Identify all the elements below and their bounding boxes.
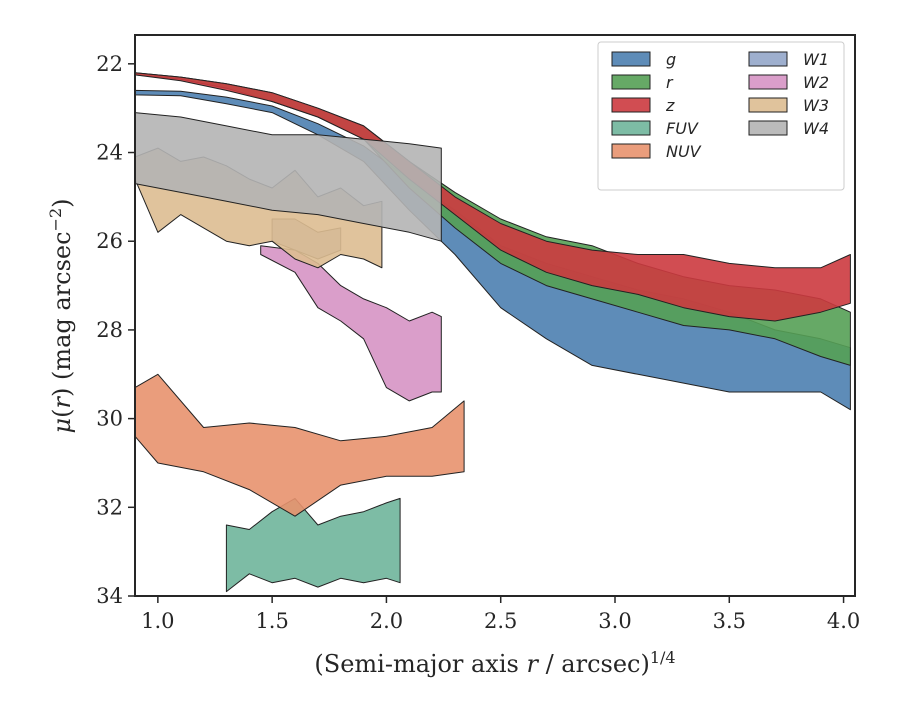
x-tick-label: 1.0 bbox=[141, 609, 174, 633]
x-tick-label: 2.0 bbox=[370, 609, 403, 633]
y-tick-label: 26 bbox=[96, 229, 123, 253]
legend-swatch-z bbox=[611, 97, 651, 113]
y-axis-title: μ(r) (mag arcsec−2) bbox=[46, 198, 76, 433]
y-tick-label: 30 bbox=[96, 407, 123, 431]
series-layer bbox=[134, 72, 851, 593]
x-tick-label: 3.0 bbox=[598, 609, 631, 633]
plot-frame bbox=[134, 34, 856, 597]
x-axis-title: (Semi-major axis r / arcsec)1/4 bbox=[314, 648, 675, 678]
legend-swatch-fuv bbox=[611, 120, 651, 136]
legend-label-w2: W2 bbox=[803, 73, 829, 92]
legend-label-g: g bbox=[666, 50, 676, 69]
y-tick-label: 28 bbox=[96, 318, 123, 342]
legend-swatch-w4 bbox=[748, 120, 788, 136]
legend-items: grz FUV NUV W1 W2 W3 W4 bbox=[611, 50, 829, 161]
series-band-w2 bbox=[260, 245, 442, 402]
series-band-nuv bbox=[134, 373, 465, 517]
legend-swatch-w2 bbox=[748, 74, 788, 90]
legend-swatch-w3 bbox=[748, 97, 788, 113]
series-band-w4 bbox=[134, 112, 442, 242]
legend-label-fuv: FUV bbox=[666, 119, 699, 138]
legend-swatch-g bbox=[611, 51, 651, 67]
legend-label-w3: W3 bbox=[803, 96, 829, 115]
legend-swatch-nuv bbox=[611, 143, 651, 159]
legend-swatch-w1 bbox=[748, 51, 788, 67]
legend-swatch-r bbox=[611, 74, 651, 90]
ticks-layer: 1.0 1.5 2.0 2.5 3.0 3.5 4.0 22 24 26 28 30 32 34 bbox=[96, 52, 860, 633]
legend-label-nuv: NUV bbox=[666, 142, 702, 161]
x-tick-label: 1.5 bbox=[255, 609, 288, 633]
x-tick-label: 2.5 bbox=[484, 609, 517, 633]
x-tick-label: 3.5 bbox=[713, 609, 746, 633]
y-tick-label: 34 bbox=[96, 584, 123, 608]
y-tick-label: 22 bbox=[96, 52, 123, 76]
y-tick-label: 24 bbox=[96, 141, 123, 165]
legend-label-w1: W1 bbox=[803, 50, 829, 69]
legend-label-r: r bbox=[666, 73, 674, 92]
legend-label-z: z bbox=[665, 96, 675, 115]
legend: grz FUV NUV W1 W2 W3 W4 bbox=[597, 41, 845, 191]
x-tick-label: 4.0 bbox=[827, 609, 860, 633]
legend-label-w4: W4 bbox=[803, 119, 829, 138]
y-tick-label: 32 bbox=[96, 495, 123, 519]
